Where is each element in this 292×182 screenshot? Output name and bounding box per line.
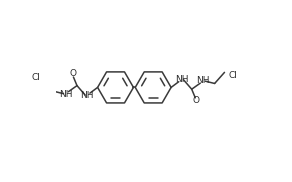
- Text: NH: NH: [59, 90, 72, 99]
- Text: O: O: [69, 70, 77, 78]
- Text: NH: NH: [197, 76, 210, 85]
- Text: Cl: Cl: [31, 72, 40, 82]
- Text: NH: NH: [175, 75, 189, 84]
- Text: NH: NH: [80, 91, 94, 100]
- Text: Cl: Cl: [228, 71, 237, 80]
- Text: O: O: [192, 96, 199, 105]
